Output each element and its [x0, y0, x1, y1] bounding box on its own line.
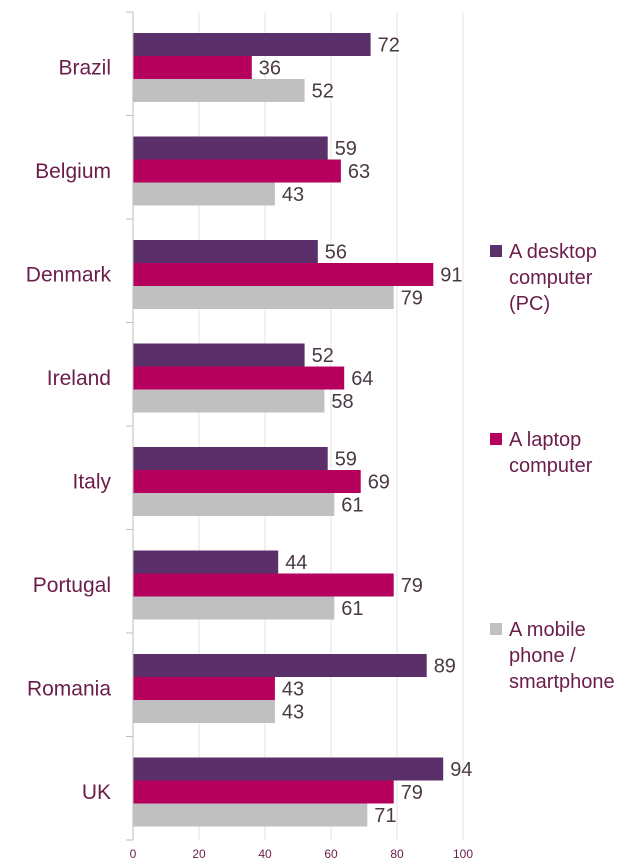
data-label: 59	[335, 138, 357, 160]
category-label-romania: Romania	[27, 678, 111, 701]
bar-brazil-series-2	[133, 56, 252, 79]
bar-romania-series-3	[133, 700, 275, 723]
x-tick-label: 80	[390, 847, 404, 861]
bar-denmark-series-2	[133, 263, 434, 286]
legend-label-1: A desktop computer (PC)	[509, 241, 597, 315]
bar-uk-series-1	[133, 757, 444, 781]
bar-brazil-series-1	[133, 33, 371, 56]
x-tick-label: 20	[192, 847, 206, 861]
data-label: 58	[331, 391, 353, 413]
legend-swatch-3	[490, 623, 502, 635]
bar-portugal-series-2	[133, 573, 394, 597]
data-label: 94	[450, 759, 472, 781]
category-label-uk: UK	[82, 781, 111, 804]
data-label: 43	[282, 184, 304, 206]
bar-italy-series-3	[133, 493, 335, 516]
bar-ireland-series-2	[133, 366, 345, 390]
bar-ireland-series-3	[133, 389, 325, 413]
bar-uk-series-3	[133, 803, 368, 827]
category-label-brazil: Brazil	[58, 57, 111, 80]
bar-ireland-series-1	[133, 343, 305, 367]
data-label: 59	[335, 449, 357, 471]
data-label: 64	[351, 368, 373, 390]
x-tick-label: 0	[130, 847, 137, 861]
bar-denmark-series-1	[133, 240, 318, 263]
x-tick-labels: 0 20 40 60 80 100	[130, 847, 474, 861]
data-label: 79	[401, 575, 423, 597]
category-label-italy: Italy	[72, 471, 111, 494]
category-label-denmark: Denmark	[26, 264, 112, 287]
data-label: 43	[282, 702, 304, 724]
bar-belgium-series-2	[133, 159, 341, 183]
data-label: 52	[312, 81, 334, 103]
bar-italy-series-2	[133, 470, 361, 493]
x-tick-label: 60	[324, 847, 338, 861]
x-tick-label: 40	[258, 847, 272, 861]
data-label: 72	[378, 35, 400, 57]
value-labels: 7236525963435691795264585969614479618943…	[259, 35, 473, 828]
category-label-belgium: Belgium	[35, 160, 111, 183]
bars	[133, 33, 444, 827]
data-label: 89	[434, 656, 456, 678]
bar-romania-series-2	[133, 677, 275, 700]
bar-belgium-series-3	[133, 182, 275, 206]
data-label: 69	[368, 472, 390, 494]
data-label: 56	[325, 242, 347, 264]
legend-label-2: A laptop computer	[509, 429, 593, 477]
data-label: 44	[285, 552, 307, 574]
bar-portugal-series-1	[133, 550, 279, 574]
data-label: 36	[259, 58, 281, 80]
bar-belgium-series-1	[133, 136, 328, 160]
category-label-portugal: Portugal	[33, 574, 111, 597]
x-tick-label: 100	[453, 847, 473, 861]
data-label: 79	[401, 782, 423, 804]
legend: A desktop computer (PC) A laptop computer A m…	[490, 241, 615, 693]
data-label: 43	[282, 679, 304, 701]
bar-romania-series-1	[133, 654, 427, 677]
data-label: 79	[401, 288, 423, 310]
legend-swatch-2	[490, 433, 502, 445]
bar-portugal-series-3	[133, 596, 335, 620]
data-label: 52	[312, 345, 334, 367]
bar-denmark-series-3	[133, 286, 394, 309]
data-label: 63	[348, 161, 370, 183]
category-label-ireland: Ireland	[47, 367, 111, 390]
category-labels: Brazil Belgium Denmark Ireland Italy Portugal…	[26, 57, 112, 805]
category-axis	[126, 11, 134, 841]
bar-italy-series-1	[133, 447, 328, 470]
data-label: 71	[374, 805, 396, 827]
legend-label-3: A mobile phone / smartphone	[509, 619, 615, 693]
legend-swatch-1	[490, 245, 502, 257]
data-label: 61	[341, 598, 363, 620]
data-label: 61	[341, 495, 363, 517]
bar-uk-series-2	[133, 780, 394, 804]
bar-brazil-series-3	[133, 79, 305, 102]
data-label: 91	[440, 265, 462, 287]
